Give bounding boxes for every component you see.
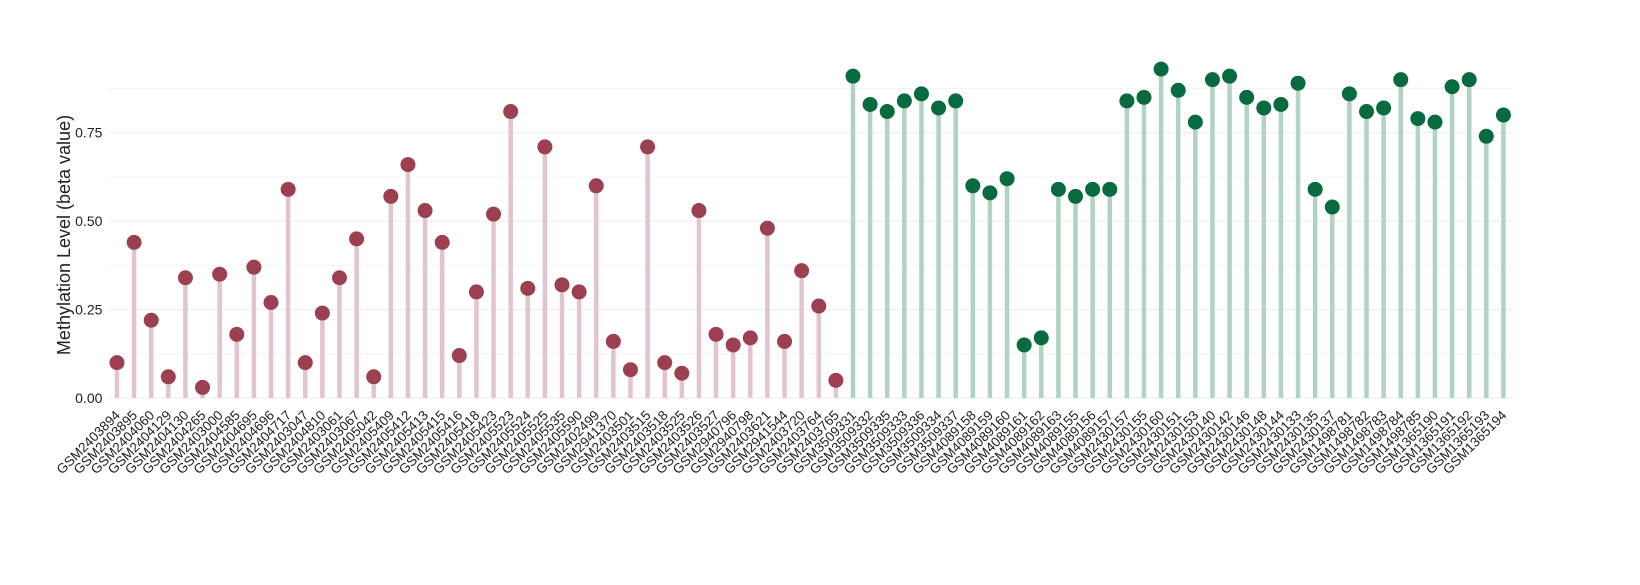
dot (811, 298, 827, 314)
dot (605, 333, 621, 349)
dot (1016, 337, 1032, 353)
dot (1102, 181, 1118, 197)
dot (725, 337, 741, 353)
dot (451, 348, 467, 364)
dot (297, 355, 313, 371)
dot (794, 263, 810, 279)
dot (554, 277, 570, 293)
dot (417, 203, 433, 219)
dot (588, 178, 604, 194)
dot (263, 295, 279, 311)
dot (879, 104, 895, 120)
dot (1239, 89, 1255, 105)
dot (708, 326, 724, 342)
dot (571, 284, 587, 300)
dot (999, 171, 1015, 187)
dot (229, 326, 245, 342)
y-tick-label: 0.25 (75, 302, 102, 318)
dot (109, 355, 125, 371)
dot (1427, 114, 1443, 130)
dot (1495, 107, 1511, 123)
dot (366, 369, 382, 385)
dot (828, 372, 844, 388)
dot (503, 104, 519, 120)
dot (177, 270, 193, 286)
dot (896, 93, 912, 109)
dot (1204, 72, 1220, 88)
dot (195, 379, 211, 395)
dot (931, 100, 947, 116)
dot (1376, 100, 1392, 116)
dot (1410, 111, 1426, 127)
dot (1324, 199, 1340, 215)
dot (1187, 114, 1203, 130)
dot (1359, 104, 1375, 120)
dot (160, 369, 176, 385)
dot (246, 259, 262, 275)
dot (1290, 75, 1306, 91)
dot (383, 188, 399, 204)
dot (1256, 100, 1272, 116)
dot (640, 139, 656, 155)
dot (691, 203, 707, 219)
dot (486, 206, 502, 222)
dot (1273, 96, 1289, 112)
dot (1153, 61, 1169, 77)
dot (1393, 72, 1409, 88)
dot (982, 185, 998, 201)
y-tick-label: 0.75 (75, 125, 102, 141)
dot (314, 305, 330, 321)
dot (126, 234, 142, 250)
dot (1307, 181, 1323, 197)
dot (759, 220, 775, 236)
dot (1136, 89, 1152, 105)
dot (400, 157, 416, 173)
dot (674, 365, 690, 381)
dot (349, 231, 365, 247)
dot (742, 330, 758, 346)
dot (1478, 128, 1494, 144)
dot (965, 178, 981, 194)
dot (913, 86, 929, 102)
dot (1033, 330, 1049, 346)
dot (1068, 188, 1084, 204)
dot (948, 93, 964, 109)
dot (862, 96, 878, 112)
y-tick-label: 0.00 (75, 390, 102, 406)
dot (622, 362, 638, 378)
dot (1461, 72, 1477, 88)
dot (1222, 68, 1238, 84)
y-tick-label: 0.50 (75, 213, 102, 229)
dot (1444, 79, 1460, 95)
dot (468, 284, 484, 300)
dot (1341, 86, 1357, 102)
y-axis-label: Methylation Level (beta value) (54, 115, 74, 355)
dot (537, 139, 553, 155)
dot (845, 68, 861, 84)
dot (1170, 82, 1186, 98)
dot (280, 181, 296, 197)
dot (143, 312, 159, 328)
dot (657, 355, 673, 371)
dot (1050, 181, 1066, 197)
dot (331, 270, 347, 286)
dot (520, 280, 536, 296)
dot (777, 333, 793, 349)
dot (1119, 93, 1135, 109)
dot (1085, 181, 1101, 197)
dot (212, 266, 228, 282)
dot (434, 234, 450, 250)
